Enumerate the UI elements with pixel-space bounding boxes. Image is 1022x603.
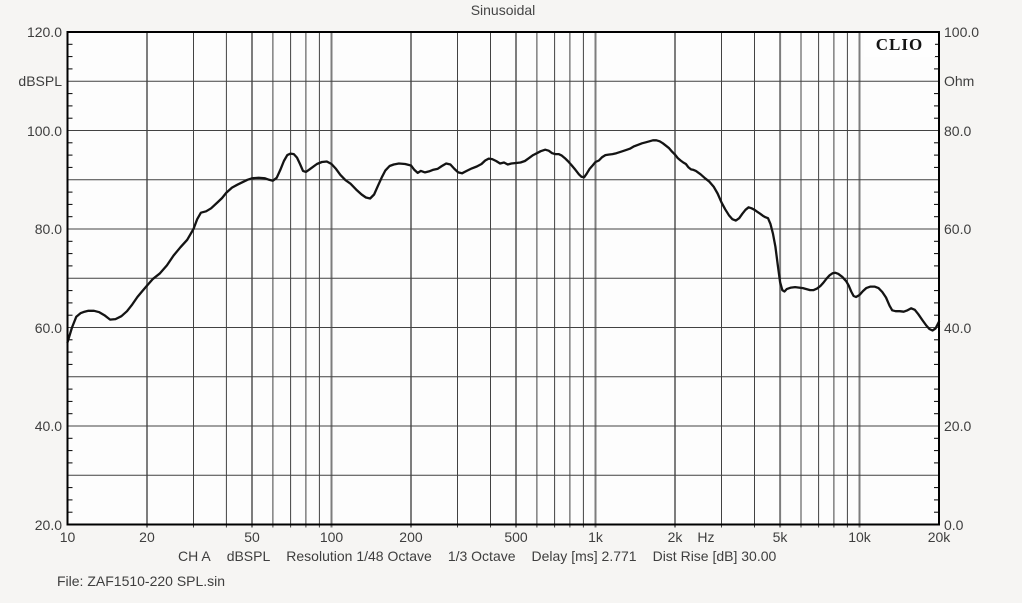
right-axis-unit-label: Ohm (944, 73, 975, 90)
x-axis-tick-label: Hz (697, 529, 715, 545)
x-axis-tick-label: 10 (59, 529, 76, 545)
chart-title: Sinusoidal (470, 2, 536, 18)
plot-border (66, 31, 940, 526)
footer-segment: CH A (178, 548, 211, 564)
footer-segment: 1/3 Octave (447, 548, 516, 564)
x-axis-tick-label: 50 (244, 529, 260, 545)
spl-curve (66, 139, 941, 344)
left-axis-tick-label: 80.0 (34, 221, 62, 237)
clio-logo: CLIO (864, 33, 935, 57)
x-axis-tick-label: 20 (139, 529, 155, 545)
left-axis-unit-label: dBSPL (18, 73, 62, 90)
x-axis-tick-label: 200 (399, 529, 423, 545)
right-axis-tick-label: 80.0 (944, 122, 972, 139)
right-axis-tick-label: 100.0 (944, 24, 980, 40)
x-axis-tick-label: 5k (772, 529, 788, 545)
x-axis-tick-label: 500 (504, 529, 528, 545)
right-axis-tick-label: 0.0 (944, 516, 964, 533)
right-axis-tick-label: 60.0 (944, 221, 972, 237)
measurement-info-line: CH A dBSPL Resolution 1/48 Octave 1/3 Octav… (178, 548, 776, 564)
right-axis-tick-label: 40.0 (944, 319, 972, 336)
left-axis-tick-label: 120.0 (26, 24, 62, 40)
x-axis-tick-label: 10k (848, 529, 871, 545)
x-axis-tick-label: 20k (927, 529, 951, 545)
x-axis-tick-label: 2k (667, 529, 683, 545)
x-axis-tick-label: 1k (588, 529, 603, 545)
left-axis-tick-label: 60.0 (34, 319, 62, 336)
x-axis-tick-label: 100 (319, 529, 344, 545)
footer-segment: Resolution 1/48 Octave (286, 548, 432, 564)
footer-segment: dBSPL (226, 548, 271, 564)
file-name-line: File: ZAF1510-220 SPL.sin (57, 573, 226, 589)
footer-segment: Delay [ms] 2.771 (531, 548, 637, 564)
footer-segment: Dist Rise [dB] 30.00 (652, 548, 777, 564)
left-axis-tick-label: 100.0 (26, 122, 62, 139)
left-axis-tick-label: 20.0 (34, 516, 62, 533)
left-axis-tick-label: 40.0 (34, 418, 62, 434)
right-axis-tick-label: 20.0 (944, 418, 972, 434)
